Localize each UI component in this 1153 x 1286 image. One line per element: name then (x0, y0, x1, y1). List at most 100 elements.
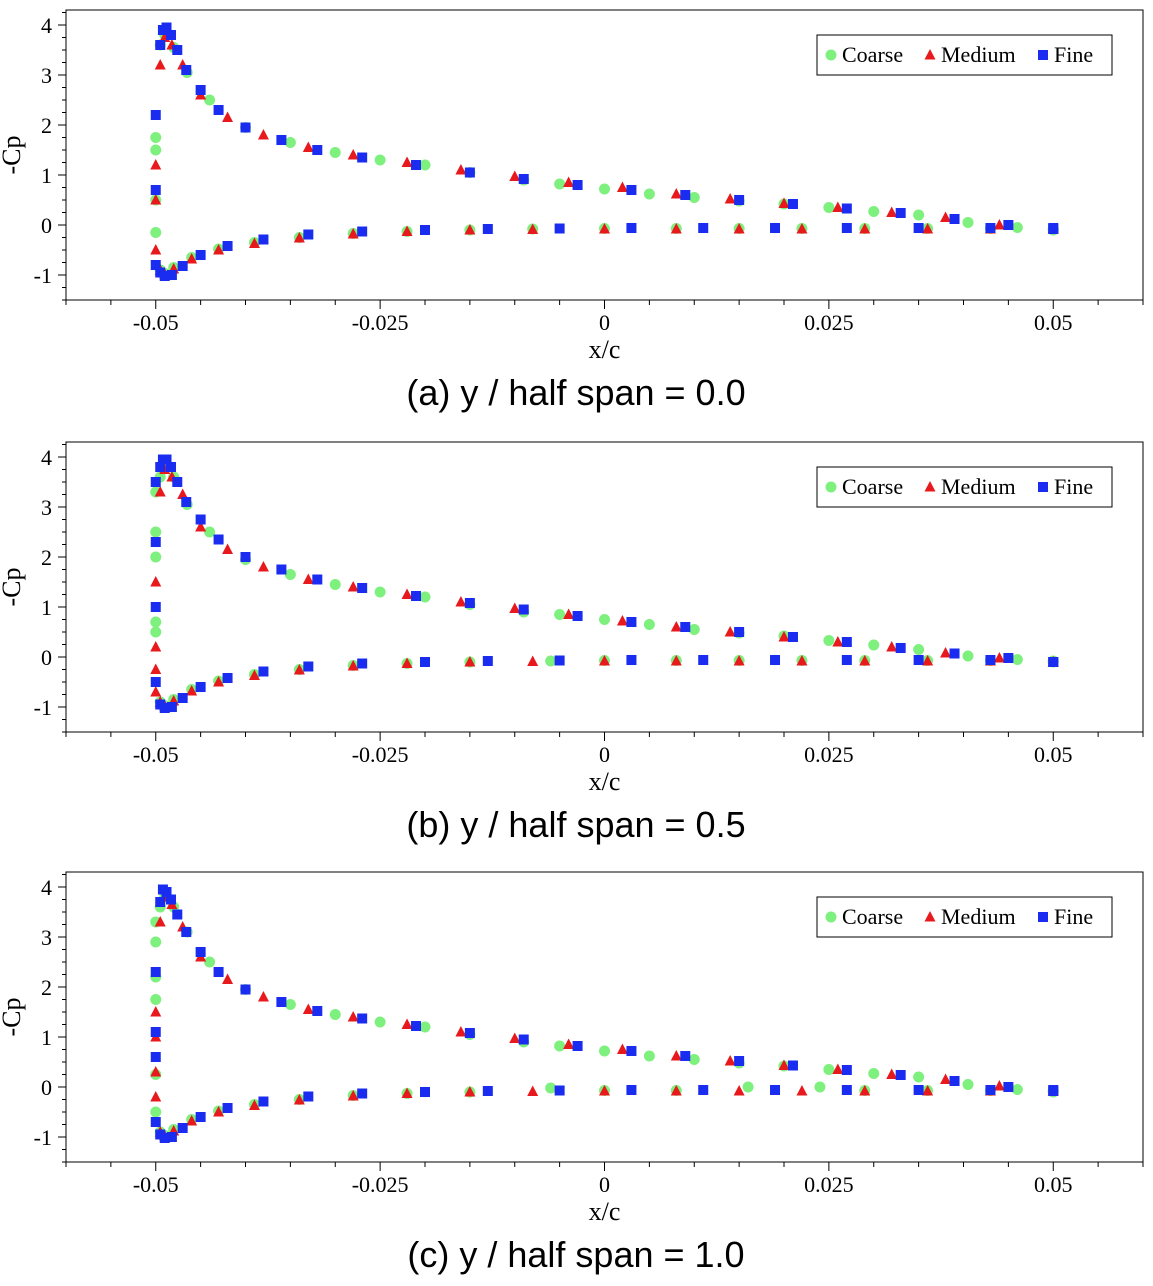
data-point-coarse (150, 132, 162, 143)
data-point-coarse (419, 159, 431, 171)
data-point-medium (347, 581, 359, 592)
legend-marker-fine (1038, 912, 1048, 922)
data-point-fine (172, 45, 183, 55)
legend-label-coarse: Coarse (842, 904, 903, 929)
data-point-fine (150, 537, 161, 547)
data-point-medium (150, 194, 162, 205)
data-point-medium (302, 141, 314, 152)
data-point-medium (222, 973, 234, 984)
data-point-medium (186, 685, 198, 696)
data-point-medium (527, 1085, 539, 1096)
data-point-medium (886, 1068, 898, 1079)
data-point-fine (276, 997, 287, 1007)
data-point-coarse (962, 217, 974, 228)
data-point-fine (734, 627, 745, 637)
legend-marker-fine (1038, 482, 1048, 492)
data-point-coarse (150, 551, 162, 563)
data-point-fine (913, 223, 924, 233)
panel-caption: (a) y / half span = 0.0 (406, 372, 745, 413)
data-point-medium (293, 664, 305, 675)
data-point-medium (248, 1099, 260, 1110)
data-point-fine (195, 1112, 206, 1122)
data-point-medium (347, 149, 359, 160)
x-tick-label: 0.05 (1034, 742, 1073, 767)
data-point-medium (222, 543, 234, 554)
data-point-fine (841, 1065, 852, 1075)
data-point-coarse (868, 206, 880, 217)
data-point-coarse (688, 624, 700, 635)
y-axis-title: -Cp (0, 568, 26, 607)
x-axis-title: x/c (589, 1197, 621, 1226)
panel-caption: (b) y / half span = 0.5 (406, 804, 745, 845)
data-point-coarse (1011, 654, 1023, 665)
data-point-medium (347, 1011, 359, 1022)
y-tick-label: 2 (41, 975, 52, 1000)
data-point-fine (222, 673, 233, 683)
data-point-fine (787, 632, 798, 642)
data-point-coarse (913, 209, 925, 221)
data-point-fine (166, 894, 177, 905)
data-point-fine (357, 1013, 368, 1024)
data-point-fine (698, 223, 709, 233)
data-point-medium (922, 1085, 934, 1096)
data-point-fine (985, 223, 996, 233)
data-point-medium (670, 655, 682, 666)
data-point-fine (195, 85, 206, 95)
data-point-fine (626, 617, 637, 627)
data-point-medium (401, 156, 413, 167)
data-point-medium (401, 657, 413, 668)
data-point-fine (420, 225, 430, 235)
legend-marker-medium (924, 481, 936, 492)
data-point-fine (949, 648, 960, 659)
data-point-fine (1003, 1082, 1014, 1092)
data-point-medium (150, 686, 162, 697)
data-point-fine (195, 682, 206, 692)
data-point-fine (222, 241, 233, 251)
legend-box (816, 896, 1113, 938)
data-point-fine (770, 223, 781, 233)
x-tick-label: 0 (599, 742, 610, 767)
data-point-fine (1048, 223, 1059, 233)
data-point-medium (257, 129, 269, 140)
data-point-fine (985, 1085, 996, 1095)
data-point-fine (464, 1028, 475, 1038)
data-point-medium (186, 1115, 198, 1126)
y-tick-label: 3 (41, 63, 52, 88)
data-point-medium (150, 663, 162, 674)
data-point-fine (572, 611, 583, 621)
data-point-medium (670, 1085, 682, 1096)
legend-label-medium: Medium (941, 474, 1016, 499)
chart-panel-0: -0.05 -0.025 0 0.025 0.05 -1 0 1 2 3 4 x/c -Cp Coarse… (0, 9, 1144, 413)
y-tick-label: -1 (34, 695, 52, 720)
data-point-medium (464, 656, 476, 667)
y-tick-label: 3 (41, 925, 52, 950)
data-point-fine (518, 1034, 529, 1045)
data-point-medium (993, 652, 1005, 663)
data-point-fine (482, 656, 493, 666)
data-point-coarse (150, 1106, 162, 1118)
data-point-medium (670, 1050, 682, 1061)
legend-label-fine: Fine (1054, 904, 1093, 929)
data-point-medium (599, 223, 610, 234)
data-point-medium (796, 655, 808, 666)
y-tick-label: 0 (41, 1075, 52, 1100)
legend-marker-medium (924, 49, 936, 60)
legend-box (816, 34, 1113, 76)
data-point-fine (787, 1060, 798, 1071)
legend-label-medium: Medium (941, 904, 1016, 929)
data-point-fine (357, 152, 368, 163)
data-point-medium (150, 1066, 162, 1077)
y-tick-label: 2 (41, 113, 52, 138)
data-point-medium (922, 223, 934, 234)
data-point-medium (670, 223, 682, 234)
data-point-fine (680, 1051, 691, 1061)
data-point-coarse (374, 154, 386, 166)
x-axis-title: x/c (589, 767, 621, 796)
data-point-coarse (554, 178, 566, 190)
data-point-coarse (419, 1021, 431, 1033)
data-point-medium (302, 573, 314, 584)
data-point-fine (213, 105, 224, 115)
data-point-medium (859, 1085, 871, 1096)
data-point-coarse (868, 1068, 880, 1079)
data-point-fine (554, 655, 565, 666)
